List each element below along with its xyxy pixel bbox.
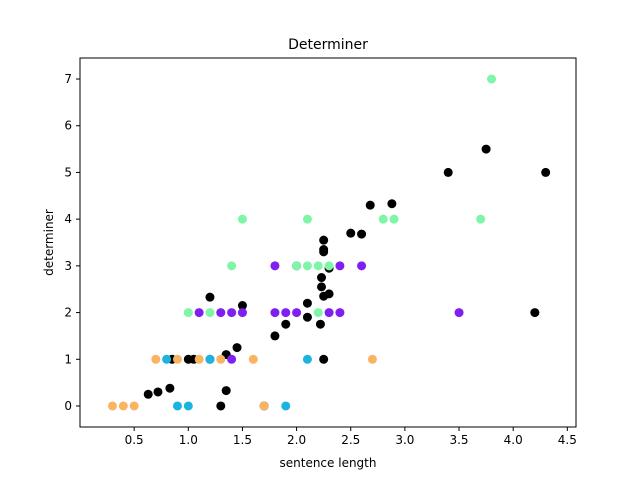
scatter-point (227, 354, 237, 364)
scatter-point (165, 383, 175, 393)
x-axis-label: sentence length (280, 456, 377, 470)
scatter-point (317, 282, 327, 292)
scatter-point (216, 354, 226, 364)
scatter-point (270, 331, 280, 341)
scatter-point (313, 308, 323, 318)
scatter-point (143, 389, 153, 399)
scatter-point (319, 235, 329, 245)
x-tick-label: 3.0 (395, 433, 414, 447)
scatter-point (194, 308, 204, 318)
x-tick-label: 4.5 (558, 433, 577, 447)
scatter-point (118, 401, 128, 411)
scatter-point (227, 308, 237, 318)
scatter-point (357, 229, 367, 239)
scatter-point (487, 74, 497, 84)
scatter-point (387, 199, 397, 209)
ticks-layer: 0.5 1.0 1.5 2.0 2.5 3.0 3.5 4.0 4.5 0 1 2 3 4 5 6 7 (64, 72, 577, 447)
scatter-point (335, 261, 345, 271)
x-tick-label: 2.5 (341, 433, 360, 447)
x-tick-label: 4.0 (504, 433, 523, 447)
scatter-point (281, 401, 291, 411)
scatter-point (302, 261, 312, 271)
y-tick-label: 3 (64, 259, 72, 273)
scatter-point (324, 289, 334, 299)
scatter-point (335, 308, 345, 318)
scatter-point (319, 245, 329, 255)
scatter-point (151, 354, 161, 364)
points-layer (107, 74, 551, 411)
scatter-point (281, 308, 291, 318)
scatter-point (292, 261, 302, 271)
scatter-point (237, 308, 247, 318)
y-tick-label: 1 (64, 352, 72, 366)
y-axis-label: determiner (42, 209, 56, 276)
x-tick-label: 1.5 (233, 433, 252, 447)
scatter-point (183, 308, 193, 318)
scatter-point (172, 354, 182, 364)
scatter-point (153, 387, 163, 397)
scatter-point (237, 214, 247, 224)
scatter-point (481, 144, 491, 154)
scatter-point (302, 214, 312, 224)
scatter-point (313, 261, 323, 271)
scatter-point (476, 214, 486, 224)
scatter-point (443, 167, 453, 177)
scatter-point (183, 401, 193, 411)
scatter-point (378, 214, 388, 224)
scatter-point (259, 401, 269, 411)
scatter-point (162, 354, 172, 364)
scatter-point (530, 308, 540, 318)
scatter-point (194, 354, 204, 364)
scatter-point (324, 261, 334, 271)
scatter-point (232, 343, 242, 353)
scatter-point (346, 228, 356, 238)
plot-frame (79, 57, 577, 428)
scatter-point (357, 261, 367, 271)
scatter-point (172, 401, 182, 411)
scatter-point (302, 354, 312, 364)
y-tick-label: 6 (64, 119, 72, 133)
scatter-point (270, 308, 280, 318)
scatter-point (227, 261, 237, 271)
x-tick-label: 1.0 (179, 433, 198, 447)
y-tick-label: 5 (64, 165, 72, 179)
scatter-point (315, 319, 325, 329)
scatter-point (454, 308, 464, 318)
scatter-point (324, 308, 334, 318)
scatter-point (270, 261, 280, 271)
scatter-point (107, 401, 117, 411)
scatter-point (302, 312, 312, 322)
scatter-point (216, 308, 226, 318)
x-tick-label: 0.5 (125, 433, 144, 447)
chart-title: Determiner (288, 37, 368, 53)
scatter-point (205, 354, 215, 364)
scatter-point (237, 301, 247, 311)
scatter-point (317, 273, 327, 283)
y-tick-label: 7 (64, 72, 72, 86)
scatter-point (216, 401, 226, 411)
scatter-point (221, 386, 231, 396)
scatter-point (541, 167, 551, 177)
scatter-point (302, 298, 312, 308)
scatter-point (205, 292, 215, 302)
scatter-point (365, 200, 375, 210)
scatter-point (281, 319, 291, 329)
y-tick-label: 0 (64, 399, 72, 413)
scatter-point (292, 308, 302, 318)
scatter-point (389, 214, 399, 224)
scatter-point (319, 354, 329, 364)
scatter-point (129, 401, 139, 411)
scatter-point (205, 308, 215, 318)
x-tick-label: 3.5 (449, 433, 468, 447)
y-tick-label: 2 (64, 306, 72, 320)
y-tick-label: 4 (64, 212, 72, 226)
scatter-point (367, 354, 377, 364)
x-tick-label: 2.0 (287, 433, 306, 447)
scatter-point (248, 354, 258, 364)
